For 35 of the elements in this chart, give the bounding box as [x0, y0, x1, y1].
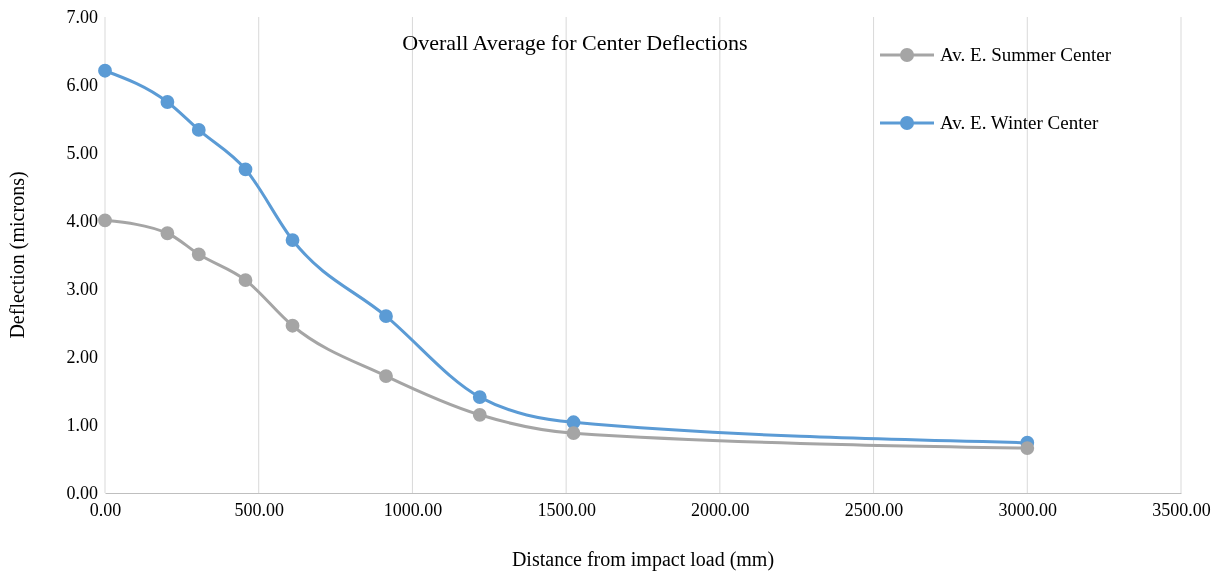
x-tick-label: 1500.00: [537, 499, 596, 520]
point: [191, 122, 206, 137]
legend-label: Av. E. Winter Center: [940, 112, 1099, 133]
y-tick-label: 7.00: [66, 7, 98, 28]
x-axis-title: Distance from impact load (mm): [511, 548, 775, 571]
x-tick-label: 1000.00: [383, 499, 443, 520]
point: [285, 233, 300, 247]
x-tick-label: 3500.00: [1152, 499, 1211, 520]
y-tick-label: 2.00: [66, 347, 98, 368]
point: [285, 318, 300, 333]
point: [238, 162, 253, 177]
point: [1020, 441, 1035, 456]
point: [98, 213, 112, 228]
x-tick-label: 500.00: [234, 499, 284, 520]
point: [191, 247, 206, 262]
point: [160, 226, 175, 241]
x-tick-label: 3000.00: [998, 499, 1058, 520]
point: [98, 63, 112, 78]
point: [160, 95, 175, 109]
point: [379, 369, 393, 383]
y-tick-label: 1.00: [66, 415, 98, 436]
text: Overall Average for Center Deflections: [402, 30, 748, 55]
legend-label: Av. E. Summer Center: [940, 44, 1112, 65]
y-tick-label: 5.00: [66, 143, 98, 164]
point: [238, 273, 253, 288]
point: [379, 309, 393, 324]
y-tick-label: 6.00: [66, 75, 98, 96]
y-tick-label: 4.00: [66, 211, 98, 232]
y-axis-title: Deflection (microns): [6, 171, 29, 339]
x-tick-label: 2000.00: [691, 499, 750, 520]
point: [472, 390, 487, 405]
point: [566, 426, 581, 441]
point: [472, 407, 487, 422]
y-tick-label: 3.00: [66, 279, 98, 300]
x-tick-label: 2500.00: [844, 499, 904, 520]
